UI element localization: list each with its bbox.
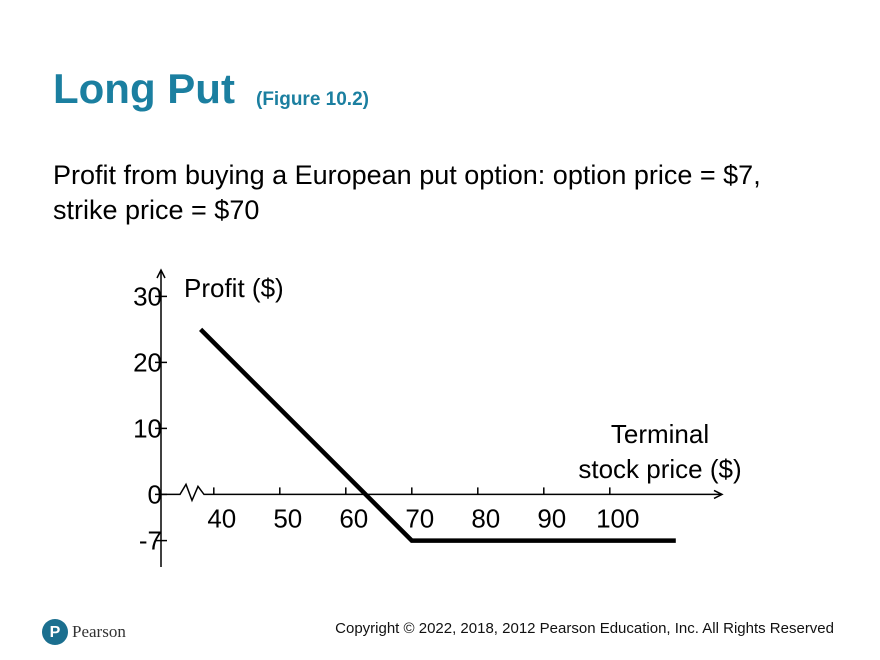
y-tick-label: 0 — [148, 479, 162, 509]
x-axis-title: stock price ($) — [578, 454, 741, 484]
y-tick-label: 10 — [133, 413, 162, 443]
x-tick-label: 70 — [405, 503, 434, 533]
profit-line — [199, 327, 676, 543]
logo-mark — [42, 619, 68, 645]
x-tick-label: 40 — [207, 503, 236, 533]
x-tick-label: 100 — [596, 503, 639, 533]
logo-letter: P — [50, 624, 61, 641]
slide-subtitle: (Figure 10.2) — [256, 89, 369, 110]
x-axis-title: Terminal — [611, 419, 709, 449]
logo-text: Pearson — [72, 622, 126, 641]
y-tick-label: 20 — [133, 347, 162, 377]
x-axis — [161, 482, 722, 503]
x-axis-arrow — [713, 489, 724, 500]
copyright: Copyright © 2022, 2018, 2012 Pearson Edu… — [335, 620, 834, 637]
x-tick-label: 60 — [339, 503, 368, 533]
y-axis-arrow — [156, 268, 166, 279]
x-tick-label: 50 — [273, 503, 302, 533]
caption-line: strike price = $70 — [53, 195, 259, 225]
x-tick-label: 80 — [471, 503, 500, 533]
x-tick-label: 90 — [537, 503, 566, 533]
y-tick-label: -7 — [139, 525, 162, 555]
slide-title: Long Put — [53, 65, 235, 112]
y-tick-label: 30 — [133, 281, 162, 311]
y-axis-title: Profit ($) — [184, 273, 284, 303]
caption-line: Profit from buying a European put option… — [53, 160, 761, 190]
